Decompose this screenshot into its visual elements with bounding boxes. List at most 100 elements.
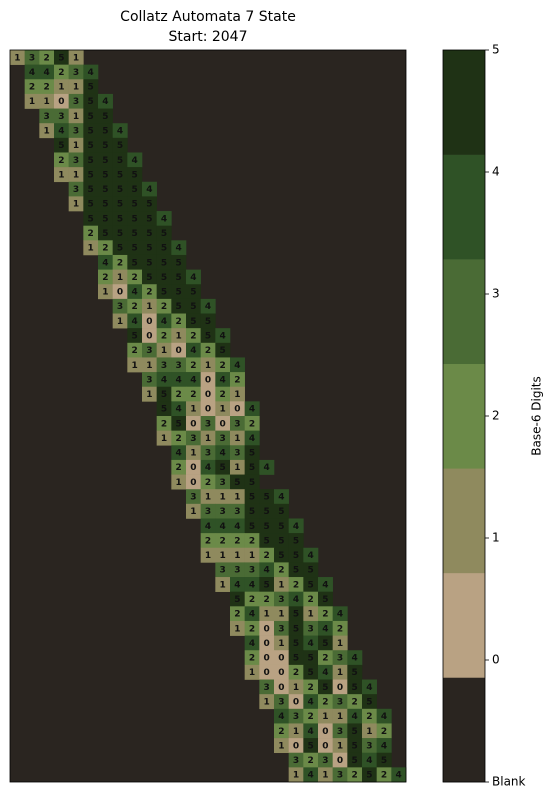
cell-text: 5 (102, 185, 108, 195)
cell (171, 357, 187, 373)
cell (83, 108, 99, 124)
cell-text: 5 (278, 507, 284, 517)
cell (83, 240, 99, 256)
cell (288, 562, 304, 578)
cell (259, 635, 275, 651)
cell (230, 474, 245, 490)
cell-text: 0 (278, 683, 284, 693)
cell (215, 489, 231, 505)
cell-text: 2 (102, 244, 108, 254)
cell-text: 2 (352, 771, 358, 781)
cell-text: 1 (337, 741, 343, 751)
cell (244, 445, 260, 461)
cell-text: 1 (117, 317, 123, 327)
cell-text: 1 (293, 771, 299, 781)
cell-text: 3 (29, 53, 35, 63)
cell-text: 0 (264, 639, 270, 649)
cell (230, 430, 245, 446)
cell-text: 4 (176, 405, 182, 415)
cell (112, 196, 128, 212)
cell-text: 1 (29, 97, 35, 107)
cell (215, 386, 231, 402)
cell-text: 2 (205, 536, 211, 546)
cell (142, 181, 157, 197)
cell (39, 93, 55, 109)
cell-text: 2 (264, 595, 270, 605)
cell (186, 459, 201, 475)
cell (171, 298, 187, 314)
cell-text: 3 (234, 449, 240, 459)
cell-text: 2 (293, 668, 299, 678)
cell (68, 64, 84, 80)
cell-text: 5 (366, 697, 372, 707)
cell-text: 1 (190, 405, 196, 415)
cell (186, 489, 201, 505)
cell-text: 2 (220, 536, 226, 546)
cell (230, 445, 245, 461)
cell (54, 123, 69, 139)
cell-text: 5 (366, 771, 372, 781)
cell (244, 577, 260, 592)
cell (303, 577, 319, 592)
cell (288, 767, 304, 783)
cell-text: 2 (58, 68, 64, 78)
cell-text: 5 (234, 478, 240, 488)
cell-text: 1 (146, 390, 152, 400)
cell (362, 767, 377, 783)
cell-text: 5 (308, 580, 314, 590)
cell-text: 1 (205, 551, 211, 561)
cell-text: 0 (293, 741, 299, 751)
cell (215, 562, 231, 578)
cell (54, 167, 69, 183)
cell-text: 5 (102, 141, 108, 151)
cell (362, 708, 377, 724)
cell (259, 591, 275, 607)
cell-text: 2 (132, 302, 138, 312)
cell (332, 679, 348, 695)
cell (303, 606, 319, 622)
cell-text: 2 (176, 434, 182, 444)
cell-text: 2 (249, 654, 255, 664)
cell-text: 2 (293, 580, 299, 590)
colorbar-band (443, 154, 485, 260)
cell-text: 4 (308, 727, 314, 737)
cell-text: 4 (205, 302, 211, 312)
cell (98, 137, 113, 153)
cell (68, 123, 84, 139)
cell (98, 123, 113, 139)
cell (24, 50, 40, 65)
cell (98, 240, 113, 256)
cell-text: 3 (190, 434, 196, 444)
cell (83, 93, 99, 109)
cell (200, 518, 216, 534)
cell-text: 2 (44, 53, 50, 63)
cell-text: 3 (293, 756, 299, 766)
cell (288, 591, 304, 607)
cell-text: 3 (161, 361, 167, 371)
cell (318, 752, 333, 768)
cell (230, 577, 245, 592)
cell-text: 2 (308, 595, 314, 605)
cell (127, 254, 143, 270)
cell-text: 4 (29, 68, 35, 78)
cell-text: 4 (234, 522, 240, 532)
cell (347, 694, 363, 710)
cell (83, 196, 99, 212)
cell (288, 664, 304, 680)
cell (127, 284, 143, 300)
cell (156, 416, 172, 431)
cell (303, 694, 319, 710)
cell (376, 738, 392, 754)
cell (200, 401, 216, 417)
cell-text: 4 (366, 683, 372, 693)
cell-text: 1 (146, 302, 152, 312)
cell (171, 416, 187, 431)
cell (200, 313, 216, 329)
cell (186, 342, 201, 358)
cell (230, 386, 245, 402)
cell-text: 5 (117, 170, 123, 180)
cell (156, 284, 172, 300)
cell-text: 5 (278, 551, 284, 561)
cell (347, 752, 363, 768)
cell-text: 2 (58, 156, 64, 166)
